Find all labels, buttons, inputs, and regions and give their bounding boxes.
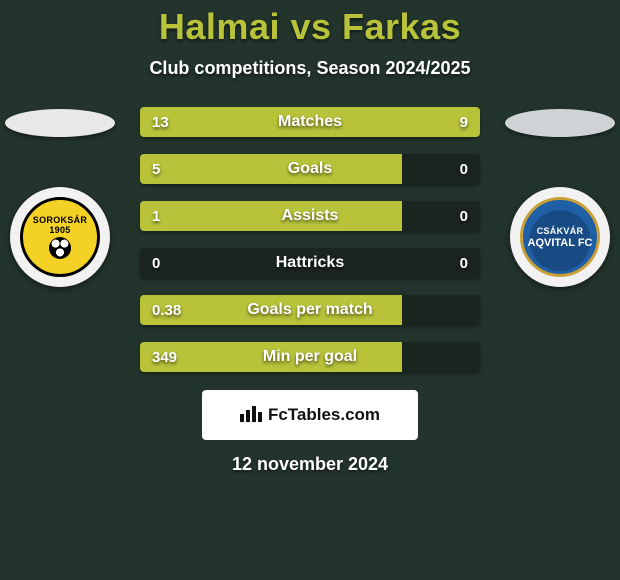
stat-label: Matches <box>140 113 480 131</box>
left-club-badge: SOROKSÁR 1905 <box>10 187 110 287</box>
stat-label: Hattricks <box>140 254 480 272</box>
stat-row-content: 349Min per goal <box>140 342 480 372</box>
right-player-column: CSÁKVÁR AQVITAL FC <box>500 107 620 287</box>
crest-left-name: SOROKSÁR <box>33 215 87 225</box>
subtitle: Club competitions, Season 2024/2025 <box>0 58 620 79</box>
stat-label: Min per goal <box>140 348 480 366</box>
stat-row: 349Min per goal <box>140 342 480 372</box>
crest-right-main: AQVITAL FC <box>528 238 593 249</box>
stat-label: Goals per match <box>140 301 480 319</box>
stat-row: 5Goals0 <box>140 154 480 184</box>
crest-right-arc: CSÁKVÁR <box>537 226 584 236</box>
stat-row-content: 0.38Goals per match <box>140 295 480 325</box>
stat-row-content: 1Assists0 <box>140 201 480 231</box>
date-text: 12 november 2024 <box>0 454 620 475</box>
bars-icon <box>240 406 262 425</box>
stat-row: 13Matches9 <box>140 107 480 137</box>
page-title: Halmai vs Farkas <box>0 0 620 48</box>
right-club-badge: CSÁKVÁR AQVITAL FC <box>510 187 610 287</box>
soroksar-crest-icon: SOROKSÁR 1905 <box>20 197 100 277</box>
player-silhouette-left <box>5 109 115 137</box>
crest-left-year: 1905 <box>49 225 70 235</box>
brand-footer: FcTables.com <box>202 390 418 440</box>
brand-text: FcTables.com <box>268 405 380 425</box>
stats-bars: 13Matches9 5Goals0 1Assists0 0Hattricks0 0.3… <box>140 107 480 372</box>
stat-row: 0.38Goals per match <box>140 295 480 325</box>
stat-label: Goals <box>140 160 480 178</box>
player-silhouette-right <box>505 109 615 137</box>
stat-row: 0Hattricks0 <box>140 248 480 278</box>
stat-row-content: 0Hattricks0 <box>140 248 480 278</box>
stat-label: Assists <box>140 207 480 225</box>
aqvital-crest-icon: CSÁKVÁR AQVITAL FC <box>520 197 600 277</box>
stat-row: 1Assists0 <box>140 201 480 231</box>
stat-row-content: 5Goals0 <box>140 154 480 184</box>
stat-row-content: 13Matches9 <box>140 107 480 137</box>
football-icon <box>49 237 71 259</box>
left-player-column: SOROKSÁR 1905 <box>0 107 120 287</box>
